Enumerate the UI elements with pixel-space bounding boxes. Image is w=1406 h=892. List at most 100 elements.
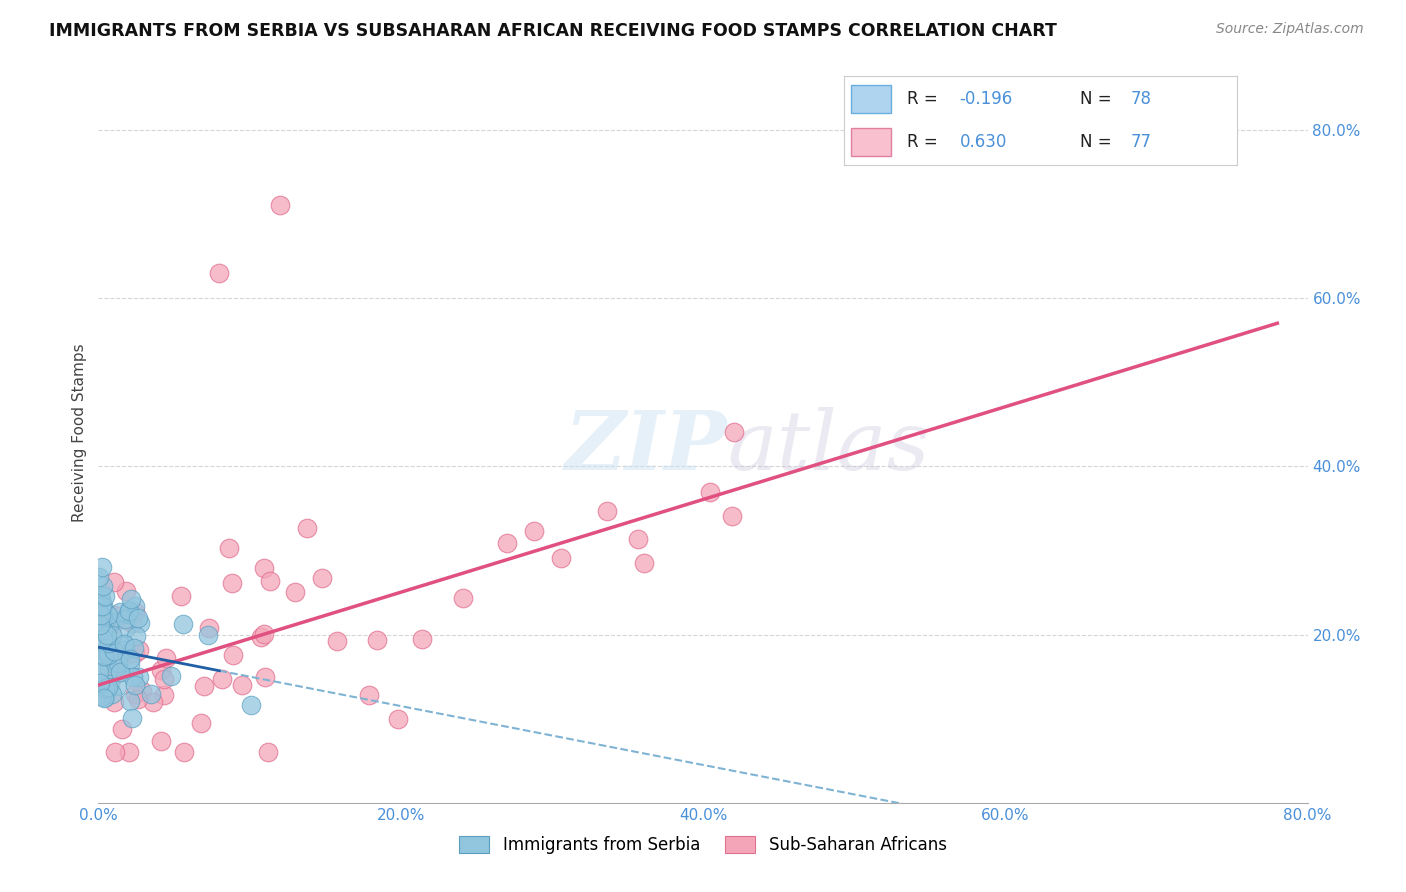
Point <box>311 571 333 585</box>
Point <box>117 607 139 622</box>
Point <box>93 598 115 612</box>
Point <box>141 687 163 701</box>
Point <box>101 687 124 701</box>
Point <box>97 648 120 662</box>
Point <box>103 615 125 630</box>
Point <box>496 536 519 550</box>
Text: N =: N = <box>1080 133 1116 151</box>
Point <box>190 716 212 731</box>
Point <box>115 621 138 635</box>
Point <box>94 644 117 658</box>
Point <box>87 661 110 675</box>
Point <box>357 688 380 702</box>
Legend: Immigrants from Serbia, Sub-Saharan Africans: Immigrants from Serbia, Sub-Saharan Afri… <box>453 830 953 861</box>
Point <box>96 607 118 622</box>
Text: 77: 77 <box>1130 133 1152 151</box>
Text: atlas: atlas <box>727 408 929 487</box>
Point <box>87 641 110 656</box>
Point <box>170 590 193 604</box>
Point <box>104 745 127 759</box>
Point <box>94 681 117 695</box>
Point <box>91 560 114 574</box>
Point <box>142 695 165 709</box>
Point <box>120 694 142 708</box>
Point <box>451 591 474 605</box>
Point <box>90 601 112 615</box>
Point <box>124 678 146 692</box>
Point <box>96 627 118 641</box>
Point <box>111 722 134 736</box>
Point <box>89 665 111 679</box>
Point <box>91 610 114 624</box>
Point <box>155 651 177 665</box>
Point <box>208 266 231 280</box>
Point <box>127 611 149 625</box>
Point <box>128 643 150 657</box>
Point <box>103 668 125 682</box>
Point <box>100 615 122 630</box>
Point <box>90 649 112 664</box>
Point <box>239 698 262 712</box>
Point <box>124 605 146 619</box>
Point <box>118 647 141 661</box>
Point <box>103 574 125 589</box>
Point <box>173 745 195 759</box>
Point <box>93 589 115 603</box>
Point <box>253 560 276 574</box>
Point <box>97 635 120 649</box>
Point <box>107 679 129 693</box>
Text: N =: N = <box>1080 90 1116 108</box>
Point <box>550 551 572 566</box>
Point <box>103 695 125 709</box>
Text: -0.196: -0.196 <box>960 90 1012 108</box>
Point <box>101 614 124 628</box>
Point <box>101 628 124 642</box>
Point <box>108 665 131 679</box>
Point <box>411 632 433 646</box>
Point <box>523 524 546 538</box>
Bar <box>852 128 891 156</box>
Point <box>153 672 176 686</box>
Point <box>129 616 152 631</box>
Point <box>98 677 121 691</box>
Point <box>103 644 125 658</box>
Point <box>105 649 128 664</box>
Point <box>120 657 142 672</box>
Point <box>89 588 111 602</box>
Point <box>121 615 143 630</box>
Point <box>110 605 132 619</box>
Point <box>127 692 149 706</box>
Point <box>122 670 145 684</box>
Point <box>114 637 136 651</box>
Point <box>91 632 114 646</box>
Point <box>120 591 142 606</box>
Point <box>721 508 744 523</box>
Point <box>118 745 141 759</box>
Text: 78: 78 <box>1130 90 1152 108</box>
Point <box>90 689 112 703</box>
Point <box>218 541 240 555</box>
Point <box>596 503 619 517</box>
Text: R =: R = <box>907 133 942 151</box>
Point <box>114 642 136 657</box>
Point <box>160 668 183 682</box>
Point <box>153 688 176 702</box>
Point <box>124 687 146 701</box>
Point <box>122 641 145 656</box>
Point <box>94 623 117 637</box>
Point <box>90 609 112 624</box>
Point <box>124 599 146 613</box>
Point <box>91 607 114 622</box>
Point <box>91 579 114 593</box>
Point <box>699 485 721 500</box>
Point <box>97 646 120 660</box>
Point <box>326 634 349 648</box>
Point <box>387 712 409 726</box>
Point <box>87 680 110 694</box>
Point <box>222 648 245 663</box>
Point <box>105 659 128 673</box>
Point <box>114 638 136 652</box>
Point <box>149 734 172 748</box>
Point <box>723 425 745 439</box>
Point <box>93 691 115 706</box>
